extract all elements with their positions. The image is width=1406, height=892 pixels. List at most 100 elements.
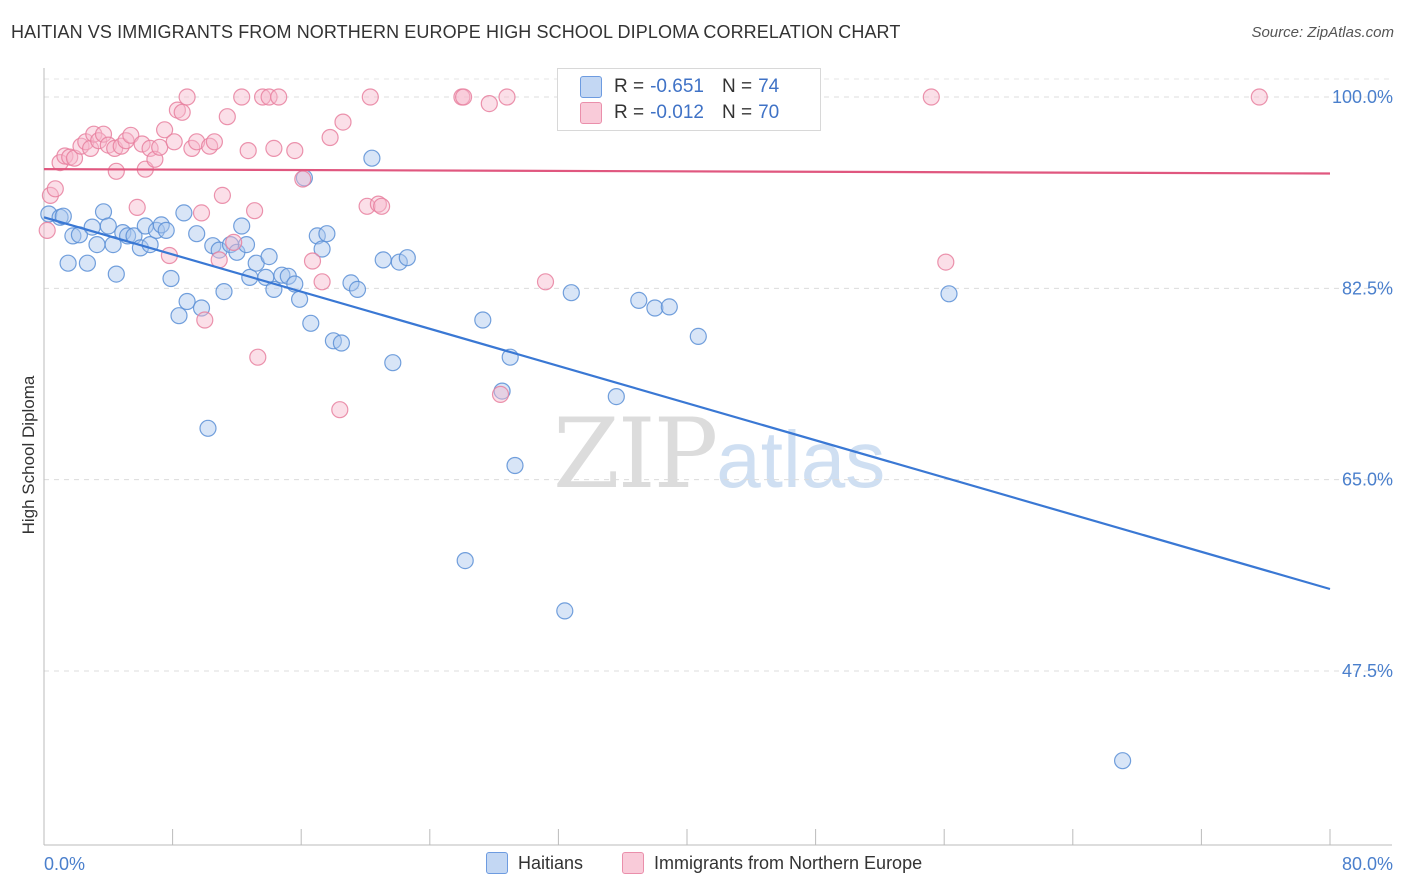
- haitians-point: [342, 274, 360, 292]
- legend-n-value: 70: [758, 102, 780, 123]
- haitians-point: [215, 283, 233, 301]
- haitians-point: [175, 204, 193, 222]
- northern-europe-point: [38, 221, 56, 239]
- northern-europe-point: [205, 133, 223, 151]
- northern-europe-point: [1250, 88, 1268, 106]
- haitians-point: [157, 221, 175, 239]
- haitians-point: [147, 221, 166, 239]
- northern-europe-point: [265, 139, 283, 157]
- series-label-haitians: Haitians: [518, 852, 584, 873]
- northern-europe-point: [213, 186, 231, 204]
- haitians-point: [689, 327, 707, 345]
- watermark-atlas: atlas: [716, 415, 886, 504]
- legend-r-label: R =: [614, 102, 645, 123]
- chart-title: HAITIAN VS IMMIGRANTS FROM NORTHERN EURO…: [11, 22, 901, 42]
- legend-r-value: -0.012: [650, 102, 704, 123]
- haitians-point: [78, 254, 97, 272]
- northern-europe-point: [173, 103, 191, 121]
- haitians-point: [660, 298, 678, 316]
- series-label-northern-europe: Immigrants from Northern Europe: [654, 852, 923, 873]
- northern-europe-point: [218, 108, 236, 126]
- northern-europe-point: [536, 273, 555, 291]
- northern-europe-point: [46, 180, 64, 198]
- haitians-point: [363, 149, 381, 167]
- northern-europe-point: [165, 133, 183, 151]
- haitians-point: [398, 249, 416, 267]
- haitians-point: [107, 265, 125, 283]
- series-legend-haitians[interactable]: Haitians: [486, 852, 583, 874]
- haitians-point: [348, 280, 367, 298]
- haitians-point: [562, 284, 580, 302]
- northern-europe-point: [922, 88, 940, 106]
- series-legend-northern-europe[interactable]: Immigrants from Northern Europe: [622, 852, 922, 874]
- northern-europe-point: [249, 348, 267, 366]
- haitians-point: [237, 236, 256, 254]
- haitians-point: [178, 292, 196, 311]
- haitians-point: [199, 419, 217, 437]
- haitians-point: [607, 388, 625, 406]
- northern-europe-point: [94, 125, 113, 143]
- northern-europe-point: [491, 385, 510, 403]
- haitians-point: [99, 217, 117, 235]
- y-tick-label: 65.0%: [1342, 470, 1393, 490]
- northern-europe-point: [233, 88, 251, 106]
- northern-europe-point: [178, 88, 196, 106]
- y-tick-label: 47.5%: [1342, 661, 1393, 681]
- northern-europe-point: [192, 204, 211, 222]
- northern-europe-point: [151, 138, 169, 156]
- axes: [43, 68, 1392, 846]
- northern-europe-trendline: [43, 168, 1331, 175]
- haitians-trendline: [43, 216, 1331, 591]
- haitians-point: [162, 269, 180, 288]
- haitians-point: [456, 551, 474, 570]
- tick-labels: 100.0% 82.5% 65.0% 47.5% 0.0% 80.0%: [44, 87, 1393, 874]
- northern-europe-point: [313, 273, 331, 291]
- data-points: [38, 88, 1268, 770]
- y-tick-label: 100.0%: [1332, 87, 1393, 107]
- source-label: Source: ZipAtlas.com: [1251, 24, 1394, 41]
- haitians-point: [64, 227, 82, 245]
- northern-europe-point: [480, 94, 498, 113]
- northern-europe-point: [133, 135, 151, 153]
- haitians-point: [54, 207, 72, 225]
- haitians-point: [170, 307, 188, 325]
- legend-row-northern-europe: R = -0.012 N = 70: [580, 101, 779, 125]
- northern-europe-point: [196, 311, 214, 329]
- legend-n-label: N =: [721, 102, 753, 123]
- northern-europe-point: [361, 88, 379, 106]
- legend-r-label: R =: [614, 76, 645, 97]
- trendlines: [43, 168, 1331, 591]
- haitians-point: [384, 354, 402, 372]
- legend-n-label: N =: [721, 76, 753, 97]
- haitians-point: [318, 225, 336, 243]
- northern-europe-point: [122, 126, 140, 144]
- northern-europe-point: [937, 253, 955, 271]
- x-tick-label-min: 0.0%: [44, 854, 85, 874]
- northern-europe-point: [321, 128, 339, 147]
- haitians-point: [390, 253, 408, 271]
- haitians-point: [152, 216, 170, 234]
- series-swatch-haitians: [486, 852, 508, 874]
- haitians-point: [59, 254, 77, 272]
- haitians-point: [313, 240, 331, 258]
- northern-europe-point: [303, 252, 322, 270]
- haitians-point: [374, 251, 392, 269]
- northern-europe-point: [117, 132, 135, 150]
- northern-europe-point: [156, 121, 174, 139]
- northern-europe-point: [294, 170, 312, 188]
- haitians-point: [1113, 752, 1132, 770]
- northern-europe-point: [225, 233, 243, 251]
- northern-europe-point: [331, 401, 349, 419]
- haitians-point: [556, 602, 574, 620]
- haitians-point: [506, 456, 524, 475]
- legend-swatch-haitians: [580, 76, 602, 98]
- gridlines: [44, 78, 1392, 672]
- haitians-point: [260, 248, 278, 266]
- watermark: ZIPatlas: [553, 398, 885, 510]
- haitians-point: [630, 291, 648, 309]
- watermark-zip: ZIP: [553, 398, 718, 510]
- northern-europe-point: [498, 88, 516, 106]
- northern-europe-point: [188, 133, 206, 151]
- series-swatch-northern-europe: [622, 852, 644, 874]
